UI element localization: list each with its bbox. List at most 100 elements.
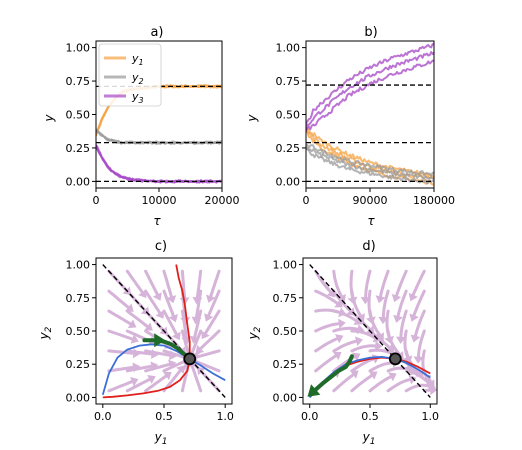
panel-c: c) y1 y2 0.0 0.5 1.0 0.00 0.25 0.50 0.75 1.00 (37, 239, 234, 447)
panel-c-stream-arrow (155, 310, 164, 319)
panel-c-streamline (209, 269, 221, 298)
panel-d-fixed-point (388, 352, 402, 366)
panel-c-ytick-label: 1.00 (66, 259, 91, 272)
panel-c-streamline (162, 269, 173, 298)
panel-d-streamline (417, 329, 426, 359)
panel-c-ytick-label: 0.50 (66, 325, 91, 338)
panel-d-streamline (395, 269, 408, 297)
panel-b-ytick-label: 1.00 (276, 42, 301, 55)
panel-d-streamline (396, 289, 408, 318)
panel-d-stream-arrow (375, 332, 384, 341)
panel-d-stream-arrow (368, 371, 378, 380)
panel-d-streamline (332, 339, 358, 353)
panel-d-ytick-label: 1.00 (273, 259, 298, 272)
panel-d-stream-arrow (430, 385, 437, 396)
panel-a-series-y3-trace (96, 144, 222, 183)
panel-d-streamline (350, 344, 377, 353)
panel-c-streamline (107, 365, 135, 373)
panel-c-stream-arrow (152, 292, 162, 301)
panel-d-xtick-label: 0.5 (361, 410, 379, 423)
panel-d-streamline (314, 289, 339, 305)
panel-d-streamline (399, 309, 408, 339)
panel-b-ytick-label: 0.50 (276, 109, 301, 122)
panel-a-ytick-label: 1.00 (66, 42, 91, 55)
panel-d-streamline (314, 269, 333, 294)
panel-c-stream-arrow (127, 319, 137, 329)
panel-d-xtick-label: 1.0 (422, 410, 440, 423)
panel-d-stream-arrow (337, 293, 346, 303)
panel-d-stream-arrow (408, 292, 418, 302)
panel-c-streamline (193, 309, 203, 339)
panel-c-streamline (194, 360, 221, 373)
panel-b-series-y3-trace (306, 43, 434, 125)
panel-c-streamline (107, 289, 130, 309)
panel-c-trajectory (142, 338, 192, 361)
panel-d-stream-arrow (353, 316, 363, 325)
panel-a-series-y3-trace (96, 144, 222, 184)
panel-d-xtick-label: 0.0 (301, 410, 319, 423)
panel-d-trajectory (313, 354, 354, 392)
panel-d-ytick-label: 0.00 (273, 391, 298, 404)
panel-d-stream-arrow (354, 336, 363, 347)
panel-a-ytick-label: 0.00 (66, 175, 91, 188)
panel-c-streamline (180, 269, 187, 300)
panel-c-streamline (162, 289, 175, 318)
panel-c-streamline (144, 349, 172, 357)
panel-c-xtick-label: 1.0 (216, 410, 234, 423)
panel-d-stream-arrow (350, 370, 359, 379)
panel-c-plot-area (101, 264, 226, 399)
panel-d-streamline (350, 329, 377, 340)
panel-d-stream-arrow (402, 355, 413, 364)
panel-d-stream-arrow (410, 334, 421, 343)
panel-c-frame (95, 257, 233, 405)
panel-c-streamline (107, 349, 135, 355)
panel-c-stream-arrow (204, 313, 214, 322)
panel-b-ytick-label: 0.00 (276, 175, 301, 188)
panel-c-ytick-label: 0.25 (66, 358, 91, 371)
panel-c-stream-arrow (195, 344, 205, 354)
panel-d-diagonal (309, 264, 431, 398)
panel-c-streamline (125, 309, 149, 328)
panel-a-xtick-label: 20000 (205, 194, 240, 207)
panel-c-streamline (107, 309, 132, 326)
panel-a-xtick-label: 0 (93, 194, 100, 207)
panel-c-streamline (162, 309, 178, 336)
panel-d-stream-arrow (378, 316, 389, 325)
panel-d-stream-arrow (395, 336, 406, 344)
panel-a-series-y3-trace (96, 145, 222, 184)
panel-d-streamline (314, 337, 339, 353)
panel-d-streamline (332, 373, 355, 393)
panel-d-stream-arrow (391, 293, 402, 303)
panel-c-streamline (125, 364, 153, 373)
panel-d-streamline (386, 378, 412, 393)
panel-c-stream-arrow (166, 295, 177, 304)
panel-d-trajectory-arrowhead (307, 384, 321, 397)
panel-d-streamline (314, 354, 338, 373)
panel-c-red-nullcline (102, 264, 191, 399)
panel-c-streamline (125, 378, 151, 393)
panel-a-ytick-label: 0.50 (66, 109, 91, 122)
panel-c-streamline (144, 362, 171, 373)
panel-c-stream-arrow (205, 294, 216, 303)
panel-b-title: b) (364, 25, 377, 40)
panel-c-xtick-label: 0.0 (94, 410, 112, 423)
panel-a-ytick-label: 0.25 (66, 142, 91, 155)
panel-d-streamline (385, 309, 391, 339)
panel-b-ytick-label: 0.75 (276, 75, 301, 88)
panel-c-stream-arrow (201, 330, 210, 340)
panel-d-plot-area (307, 264, 437, 399)
panel-b-xtick-label: 90000 (353, 194, 388, 207)
panel-b-xtick-label: 180000 (413, 194, 455, 207)
panel-d-streamline (381, 289, 390, 319)
panel-b-series-y2-trace (306, 147, 434, 184)
panel-d-ytick-label: 0.50 (273, 325, 298, 338)
panel-d-streamline (314, 322, 341, 333)
panel-d-streamline (422, 388, 432, 393)
panel-d-streamline (364, 269, 372, 299)
panel-d-streamline (332, 269, 343, 298)
panel-b-ytick-label: 0.25 (276, 142, 301, 155)
panel-b-ylabel: y (245, 114, 259, 123)
panel-c-streamline (107, 329, 134, 341)
panel-c-trajectory-arrowhead (154, 333, 166, 348)
